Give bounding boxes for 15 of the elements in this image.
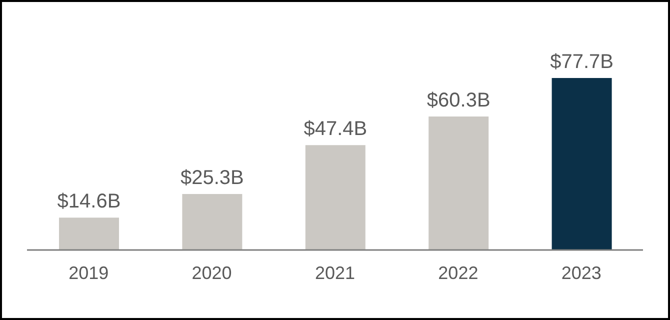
x-tick-label: 2022 bbox=[438, 262, 478, 283]
bar bbox=[552, 78, 612, 250]
data-label: $60.3B bbox=[426, 90, 490, 112]
x-tick-label: 2023 bbox=[561, 262, 602, 283]
x-tick-label: 2019 bbox=[68, 262, 109, 283]
x-tick-label: 2020 bbox=[192, 262, 232, 283]
data-label: $14.6B bbox=[57, 190, 121, 213]
bar bbox=[59, 218, 119, 250]
data-label: $77.7B bbox=[550, 51, 614, 73]
x-tick-label: 2021 bbox=[314, 262, 356, 283]
bar bbox=[428, 116, 489, 250]
data-label: $25.3B bbox=[180, 166, 244, 189]
data-label: $47.4B bbox=[304, 118, 368, 140]
bar bbox=[182, 194, 242, 250]
bar bbox=[305, 145, 366, 250]
